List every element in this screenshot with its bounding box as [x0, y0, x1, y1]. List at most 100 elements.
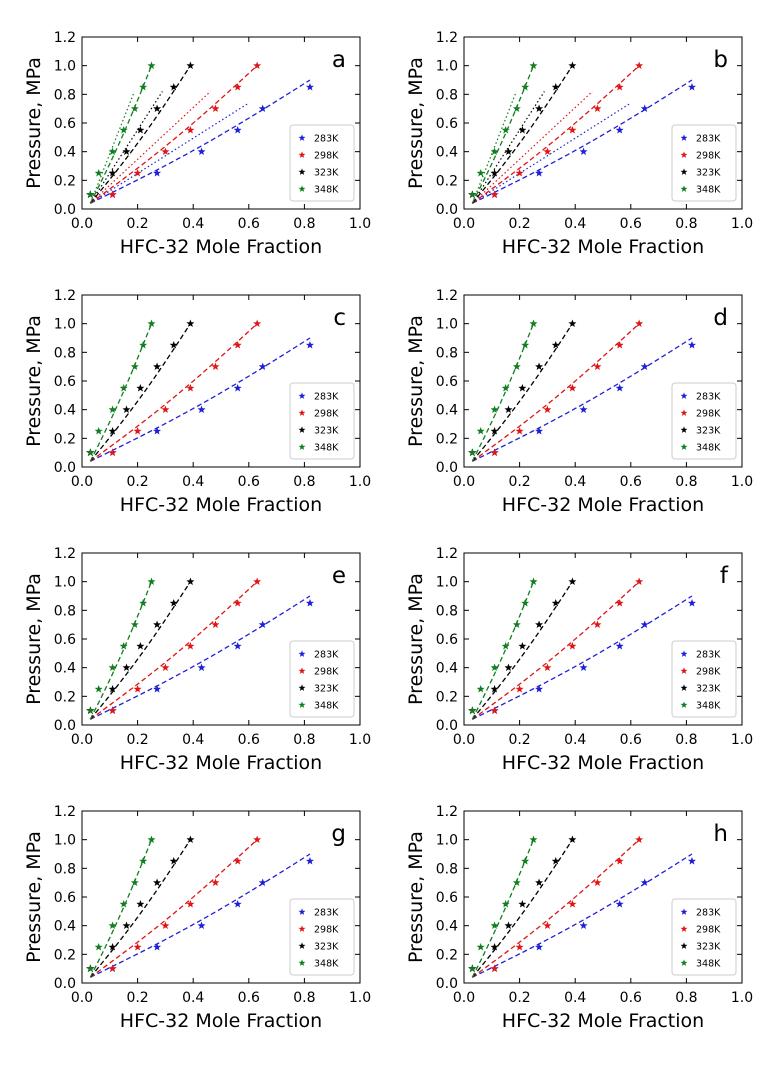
- data-point-283K: [258, 878, 267, 887]
- data-point-298K: [133, 942, 142, 951]
- x-axis-title: HFC-32 Mole Fraction: [502, 1010, 704, 1032]
- panel-letter: a: [332, 47, 346, 73]
- x-tick-label: 0.0: [71, 732, 93, 748]
- panel-letter: b: [713, 47, 728, 73]
- y-tick-label: 1.0: [54, 317, 76, 333]
- data-point-298K: [211, 620, 220, 629]
- data-point-323K: [518, 383, 527, 392]
- data-point-298K: [593, 878, 602, 887]
- data-point-348K: [108, 663, 117, 672]
- data-point-298K: [133, 426, 142, 435]
- data-point-298K: [133, 684, 142, 693]
- data-point-348K: [94, 168, 103, 177]
- data-point-283K: [687, 598, 696, 607]
- x-tick-label: 0.4: [564, 216, 586, 232]
- data-point-323K: [153, 620, 162, 629]
- legend: 283K 298K 323K 348K: [289, 640, 355, 718]
- y-tick-label: 0.0: [436, 976, 458, 992]
- y-tick-label: 0.0: [54, 460, 76, 476]
- fit-line-283K: [472, 595, 693, 720]
- data-point-323K: [169, 856, 178, 865]
- data-point-283K: [153, 684, 162, 693]
- data-point-323K: [186, 835, 195, 844]
- y-tick-label: 0.2: [436, 431, 458, 447]
- y-tick-label: 0.4: [54, 919, 76, 935]
- data-point-323K: [186, 319, 195, 328]
- legend-marker: [680, 942, 688, 949]
- panel-d: 0.0 0.2 0.4 0.6 0.8 1.0 0.0 0.2 0.4 0.6 0.8 1.0 1.2 H…: [405, 288, 753, 516]
- fit-line-323K: [471, 839, 573, 978]
- legend-marker: [298, 443, 306, 450]
- data-point-298K: [615, 82, 624, 91]
- data-point-348K: [490, 405, 499, 414]
- data-point-283K: [535, 168, 544, 177]
- data-point-298K: [233, 82, 242, 91]
- data-point-298K: [515, 426, 524, 435]
- legend-marker: [680, 426, 688, 433]
- y-tick-label: 1.2: [436, 288, 458, 304]
- fit-line-298K: [471, 65, 640, 204]
- y-axis-title: Pressure, MPa: [405, 573, 427, 705]
- data-point-298K: [161, 147, 170, 156]
- data-point-298K: [593, 104, 602, 113]
- legend: 283K 298K 323K 348K: [671, 898, 737, 976]
- data-point-348K: [108, 147, 117, 156]
- data-point-283K: [305, 82, 314, 91]
- data-point-348K: [94, 684, 103, 693]
- x-tick-label: 0.2: [508, 474, 530, 490]
- y-axis-title: Pressure, MPa: [23, 831, 45, 963]
- x-axis-title: HFC-32 Mole Fraction: [502, 494, 704, 516]
- panel-h: 0.0 0.2 0.4 0.6 0.8 1.0 0.0 0.2 0.4 0.6 0.8 1.0 1.2 H…: [405, 804, 753, 1032]
- data-point-348K: [521, 856, 530, 865]
- data-point-298K: [543, 921, 552, 930]
- data-point-323K: [551, 856, 560, 865]
- legend-marker: [298, 151, 306, 158]
- y-axis-title: Pressure, MPa: [23, 57, 45, 189]
- legend-label: 283K: [314, 134, 339, 145]
- alt-fit-line-348K: [89, 91, 135, 204]
- legend-label: 283K: [696, 908, 721, 919]
- x-axis-title: HFC-32 Mole Fraction: [502, 752, 704, 774]
- x-tick-label: 0.0: [71, 216, 93, 232]
- data-point-283K: [197, 405, 206, 414]
- fit-line-348K: [89, 839, 153, 978]
- x-tick-label: 0.6: [238, 990, 260, 1006]
- legend-label: 298K: [314, 409, 339, 420]
- data-point-323K: [136, 125, 145, 134]
- y-tick-label: 0.8: [436, 603, 458, 619]
- data-point-298K: [233, 856, 242, 865]
- legend-marker: [680, 409, 688, 416]
- x-tick-label: 0.2: [508, 732, 530, 748]
- data-point-283K: [640, 104, 649, 113]
- data-point-298K: [108, 706, 117, 715]
- data-point-283K: [233, 383, 242, 392]
- data-point-298K: [615, 598, 624, 607]
- data-point-298K: [186, 899, 195, 908]
- data-point-348K: [147, 61, 156, 70]
- data-point-348K: [529, 61, 538, 70]
- legend: 283K 298K 323K 348K: [671, 640, 737, 718]
- legend: 283K 298K 323K 348K: [289, 898, 355, 976]
- y-tick-label: 0.2: [436, 173, 458, 189]
- data-point-323K: [504, 405, 513, 414]
- legend-marker: [680, 151, 688, 158]
- data-point-348K: [476, 426, 485, 435]
- legend-marker: [298, 942, 306, 949]
- data-point-283K: [233, 125, 242, 134]
- data-point-283K: [305, 856, 314, 865]
- legend-label: 298K: [696, 667, 721, 678]
- y-tick-label: 0.6: [54, 374, 76, 390]
- data-point-348K: [512, 878, 521, 887]
- legend-marker: [680, 392, 688, 399]
- y-tick-label: 1.2: [436, 546, 458, 562]
- data-point-283K: [305, 340, 314, 349]
- y-tick-label: 1.0: [436, 59, 458, 75]
- legend-label: 323K: [696, 168, 721, 179]
- data-point-323K: [504, 147, 513, 156]
- legend-marker: [680, 650, 688, 657]
- data-point-348K: [490, 921, 499, 930]
- y-tick-label: 0.2: [54, 947, 76, 963]
- fit-line-283K: [472, 337, 693, 462]
- data-point-283K: [687, 340, 696, 349]
- panel-letter: c: [333, 305, 346, 331]
